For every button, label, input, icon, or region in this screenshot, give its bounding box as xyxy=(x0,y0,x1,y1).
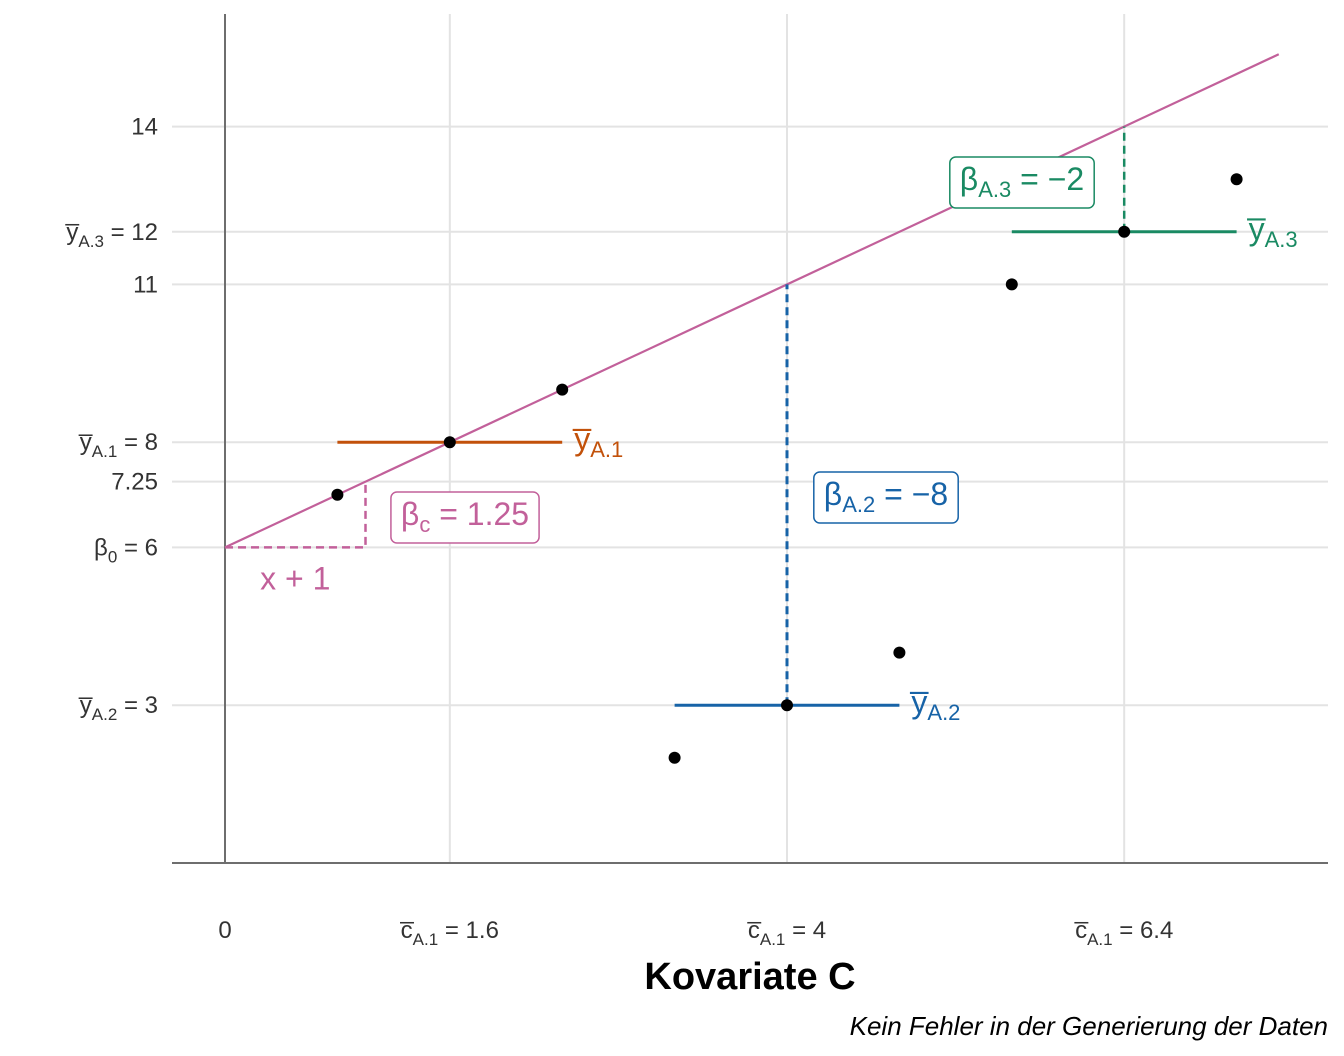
axes xyxy=(172,14,1328,864)
data-point xyxy=(1005,278,1018,291)
regression-layer xyxy=(224,53,1280,549)
beta-a3-label: βA.3 = −2 xyxy=(949,156,1095,209)
annotations-layer: x + 1 βc = 1.25 βA.2 = −8 βA.3 = −2 xyxy=(225,126,1126,706)
beta-c-label-text: βc = 1.25 xyxy=(401,496,529,537)
x-tick-label: c̅A.1 = 6.4 xyxy=(1074,917,1173,949)
x-tick-labels: 0 c̅A.1 = 1.6 c̅A.1 = 4 c̅A.1 = 6.4 xyxy=(218,917,1173,949)
data-point xyxy=(781,699,793,712)
beta-a3-label-text: βA.3 = −2 xyxy=(960,161,1084,202)
data-point xyxy=(556,383,569,396)
y-tick-label: 14 xyxy=(131,114,158,141)
y-gridlines xyxy=(172,125,1328,707)
y-tick-label: y̅A.1 = 8 xyxy=(79,429,158,461)
data-point xyxy=(331,488,344,501)
x-axis-title: Kovariate C xyxy=(644,956,855,998)
y-tick-labels: y̅A.2 = 3 β0 = 6 7.25 y̅A.1 = 8 11 y̅A.3 = 12… xyxy=(65,114,158,725)
beta-c-label-box xyxy=(390,491,540,544)
x-gridlines xyxy=(224,14,1126,863)
caption: Kein Fehler in der Generierung der Daten xyxy=(850,1011,1328,1041)
group-mean-label: y̅A.2 xyxy=(909,684,960,725)
x-tick-label: c̅A.1 = 1.6 xyxy=(400,917,499,949)
y-tick-label: β0 = 6 xyxy=(94,534,158,566)
group-mean-label: y̅A.1 xyxy=(572,421,623,462)
data-point xyxy=(1118,225,1131,238)
group-mean-label: y̅A.3 xyxy=(1246,211,1297,252)
y-tick-label: y̅A.2 = 3 xyxy=(79,692,158,724)
data-point xyxy=(668,751,681,764)
data-point xyxy=(443,436,456,449)
beta-a2-label-text: βA.2 = −8 xyxy=(824,476,948,517)
slope-run-label: x + 1 xyxy=(260,560,330,596)
beta-a2-label: βA.2 = −8 xyxy=(813,471,959,524)
data-points xyxy=(331,173,1243,764)
y-tick-label: y̅A.3 = 12 xyxy=(65,219,158,251)
data-point xyxy=(893,646,906,659)
y-tick-label: 7.25 xyxy=(111,469,158,496)
group-means-layer: y̅A.1 y̅A.2 y̅A.3 xyxy=(337,211,1298,725)
x-tick-label: c̅A.1 = 4 xyxy=(747,917,826,949)
regression-line xyxy=(224,53,1280,549)
x-tick-label: 0 xyxy=(218,917,231,944)
y-tick-label: 11 xyxy=(133,271,158,298)
beta-a3-label-box xyxy=(949,156,1095,209)
slope-triangle xyxy=(225,481,367,549)
beta-c-label: βc = 1.25 xyxy=(390,491,540,544)
data-point xyxy=(1230,173,1243,186)
beta-a2-label-box xyxy=(813,471,959,524)
